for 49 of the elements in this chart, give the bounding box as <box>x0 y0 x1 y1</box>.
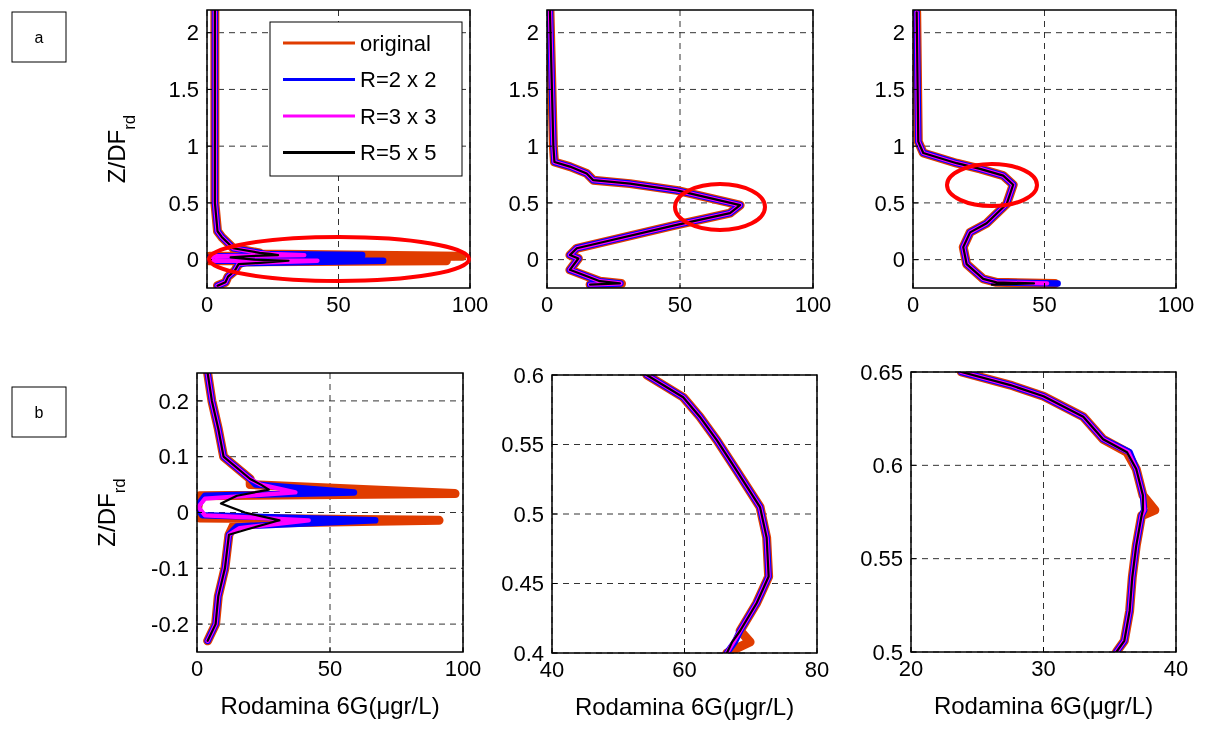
x-tick-label: 50 <box>667 292 693 317</box>
y-tick-label: 0.5 <box>508 190 539 216</box>
y-tick-label: 0 <box>526 247 539 273</box>
y-tick-label: -0.2 <box>151 611 189 637</box>
legend-label: R=5 x 5 <box>360 140 437 166</box>
text: a <box>34 28 44 46</box>
y-tick-label: 0.5 <box>513 501 544 527</box>
x-tick-label: 50 <box>317 656 343 681</box>
x-tick-label: 60 <box>672 657 697 682</box>
legend-label: original <box>360 30 431 56</box>
legend-label: R=2 x 2 <box>360 67 437 93</box>
x-tick-label: 100 <box>451 292 489 317</box>
y-tick-label: 0.5 <box>168 190 199 216</box>
y-tick-label: 0 <box>892 247 905 273</box>
y-tick-label: 0.2 <box>158 388 189 414</box>
x-axis-title: Rodamina 6G(μgr/L) <box>574 693 795 720</box>
y-tick-label: 0.5 <box>874 190 905 216</box>
legend-label: R=3 x 3 <box>360 103 437 129</box>
y-tick-label: 1 <box>186 133 199 159</box>
y-tick-label: 1.5 <box>168 77 199 103</box>
y-tick-label: 2 <box>526 20 539 46</box>
y-tick-label: 0.4 <box>513 640 544 666</box>
x-tick-label: 50 <box>1032 292 1057 317</box>
x-tick-label: 50 <box>326 292 351 317</box>
x-axis-title: Rodamina 6G(μgr/L) <box>933 692 1154 719</box>
y-tick-label: 0 <box>176 500 189 526</box>
y-tick-label: 0.55 <box>860 546 903 572</box>
x-tick-label: 100 <box>444 656 482 681</box>
y-tick-label: 2 <box>186 20 199 46</box>
y-tick-label: 1.5 <box>874 77 905 103</box>
y-tick-label: 0.45 <box>501 571 544 597</box>
x-tick-label: 100 <box>1157 292 1195 317</box>
y-tick-label: 0.55 <box>501 432 544 458</box>
text: b <box>34 403 44 421</box>
x-tick-label: 30 <box>1031 656 1056 681</box>
y-tick-label: 0.6 <box>872 453 903 479</box>
y-tick-label: 0 <box>186 247 199 273</box>
y-tick-label: 1 <box>892 133 905 159</box>
y-tick-label: 0.65 <box>860 359 903 385</box>
y-tick-label: 2 <box>892 20 905 46</box>
y-tick-label: 1 <box>526 133 539 159</box>
x-tick-label: 80 <box>804 657 830 682</box>
y-tick-label: 0.6 <box>513 362 544 388</box>
x-axis-title: Rodamina 6G(μgr/L) <box>220 692 440 719</box>
y-tick-label: -0.1 <box>151 556 189 581</box>
y-tick-label: 1.5 <box>508 77 539 103</box>
x-tick-label: 40 <box>1163 656 1189 681</box>
y-tick-label: 0.1 <box>158 444 189 470</box>
x-tick-label: 100 <box>794 292 832 317</box>
